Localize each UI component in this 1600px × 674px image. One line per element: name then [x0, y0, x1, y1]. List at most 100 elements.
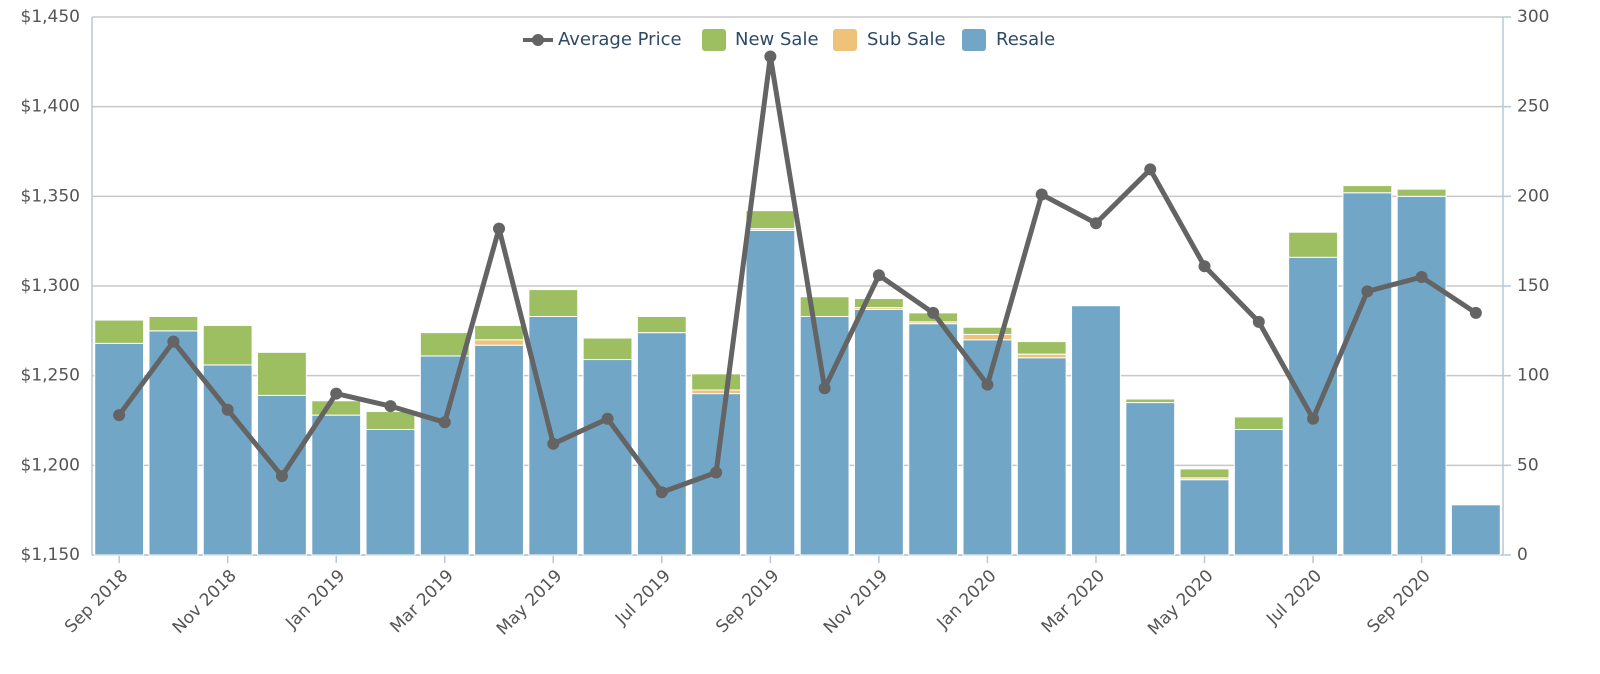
line-point [493, 222, 506, 235]
line-point [1415, 271, 1428, 284]
bar-segment [582, 337, 633, 361]
x-tick-label: Jul 2020 [1262, 566, 1326, 630]
bar-segment [365, 411, 416, 430]
bar-segment [311, 414, 362, 556]
y2-tick-label: 150 [1517, 276, 1549, 296]
bar-segment [636, 332, 687, 556]
line-point [655, 486, 668, 499]
bar-segment [1125, 398, 1176, 404]
bar-segment [636, 315, 687, 334]
bar-segment [365, 428, 416, 556]
line-point [818, 382, 831, 395]
line-point [1198, 260, 1211, 273]
y-tick-label: $1,150 [21, 545, 80, 565]
y-tick-label: $1,200 [21, 455, 80, 475]
bar-segment [1288, 256, 1338, 556]
bar-segment [1016, 357, 1067, 556]
bar-segment [474, 324, 524, 341]
bar-segment [582, 359, 633, 556]
y2-tick-label: 200 [1517, 186, 1549, 206]
bar-segment [1233, 416, 1284, 430]
bar-segment [148, 315, 199, 332]
bar-segment [853, 308, 904, 556]
bar-segment [1396, 195, 1447, 556]
bar-segment [311, 400, 362, 416]
bar-segment [474, 344, 524, 556]
bar-segment [1450, 504, 1501, 556]
x-tick-label: Sep 2020 [1363, 566, 1434, 637]
bar-segment [1125, 402, 1176, 556]
bar-segment [257, 351, 307, 396]
x-tick-label: Jul 2019 [611, 566, 675, 630]
y-tick-label: $1,250 [21, 366, 80, 386]
line-point [113, 409, 126, 422]
y2-tick-label: 100 [1517, 366, 1549, 386]
y-tick-label: $1,350 [21, 186, 80, 206]
bar-segment [1016, 353, 1067, 359]
line-point [927, 306, 940, 319]
bar-segment [1016, 341, 1067, 355]
bar-segment [419, 355, 470, 556]
bar-segment [1233, 428, 1284, 556]
line-point [1089, 217, 1102, 230]
x-tick-label: Mar 2020 [1038, 566, 1109, 637]
bar-segment [745, 229, 796, 556]
y2-tick-label: 50 [1517, 455, 1539, 475]
legend: Average Price New Sale Sub Sale Resale [523, 29, 1055, 51]
bar-segment [1342, 192, 1393, 556]
bar-segment [1071, 305, 1121, 556]
legend-label: Sub Sale [867, 29, 946, 50]
x-tick-label: Sep 2018 [61, 566, 132, 637]
x-tick-label: Nov 2019 [820, 566, 892, 638]
bar-segment [691, 389, 742, 395]
line-point [1252, 315, 1265, 328]
bar-segment [94, 319, 145, 344]
bar-segment [1396, 188, 1447, 197]
line-point [1035, 188, 1048, 201]
line-point [981, 378, 994, 391]
line-point [384, 400, 397, 413]
bar-segment [1179, 468, 1230, 479]
bar-segment [745, 210, 796, 230]
bar-segment [908, 323, 959, 556]
legend-label: Average Price [558, 29, 682, 50]
legend-label: Resale [996, 29, 1055, 50]
bar-segment [1342, 185, 1393, 194]
bar-segment [202, 324, 253, 366]
legend-marker [532, 34, 544, 46]
bar-segment [528, 289, 579, 317]
bar-segment [202, 364, 253, 556]
x-tick-label: May 2019 [493, 566, 566, 639]
bar-segment [962, 326, 1013, 335]
bar-segment [94, 342, 145, 556]
legend-swatch [833, 29, 857, 51]
line [117, 53, 1478, 495]
y-tick-label: $1,400 [21, 97, 80, 117]
bar-segment [853, 298, 904, 309]
line-point [764, 50, 777, 63]
y-tick-label: $1,450 [21, 7, 80, 27]
bar-segment [962, 339, 1013, 556]
bar-segment [962, 333, 1013, 341]
line-point [221, 403, 234, 416]
line-point [330, 387, 343, 400]
bar-segment [691, 373, 742, 391]
line-point [872, 269, 885, 282]
x-tick-label: Nov 2018 [169, 566, 241, 638]
x-tick-label: Mar 2019 [387, 566, 458, 637]
bar-segment [1288, 231, 1338, 258]
y2-tick-label: 0 [1517, 545, 1528, 565]
line-point [438, 416, 451, 429]
line-point [1307, 412, 1320, 425]
x-tick-label: Jan 2019 [281, 566, 349, 634]
line-point [1469, 306, 1482, 319]
line-point [1361, 285, 1374, 298]
bar-segment [1179, 479, 1230, 556]
legend-label: New Sale [735, 29, 819, 50]
line-point [710, 466, 723, 479]
legend-swatch [702, 29, 726, 51]
x-tick-label: May 2020 [1144, 566, 1217, 639]
bar-segment [799, 296, 850, 317]
y2-tick-label: 250 [1517, 97, 1549, 117]
